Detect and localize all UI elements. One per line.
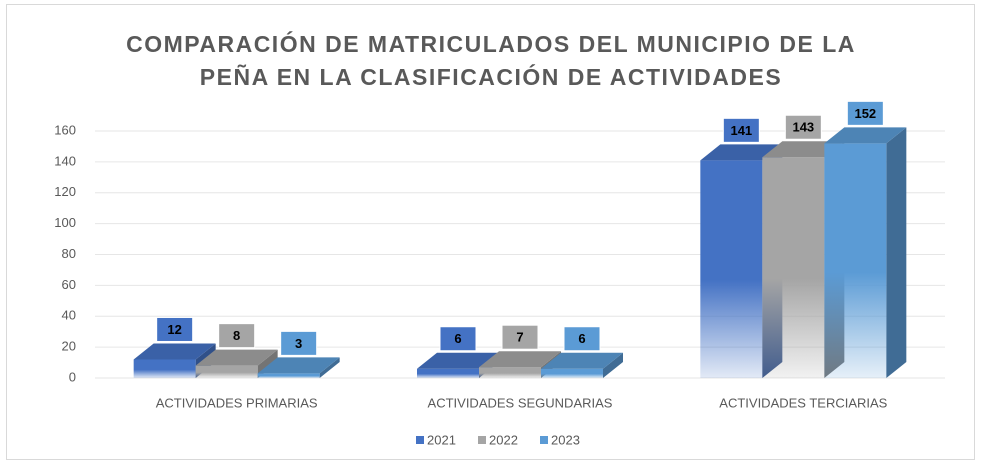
value-label-box <box>846 100 884 126</box>
value-label: 143 <box>792 120 814 135</box>
bar-front <box>762 157 825 378</box>
bar-front <box>195 365 258 378</box>
bar-top <box>417 352 499 369</box>
bar <box>257 357 340 378</box>
value-label-box <box>439 326 477 352</box>
x-tick-label: ACTIVIDADES PRIMARIAS <box>156 395 318 410</box>
y-tick-label: 20 <box>62 339 76 354</box>
bar-side <box>603 352 623 378</box>
legend-label: 2021 <box>427 432 456 447</box>
bar-top <box>195 349 278 366</box>
y-tick-label: 0 <box>69 369 76 384</box>
value-label: 141 <box>730 123 752 138</box>
bar-top <box>700 144 783 161</box>
bar-top <box>479 351 561 368</box>
value-label: 7 <box>516 330 523 345</box>
value-label-box <box>280 330 318 356</box>
bar-side <box>886 127 907 378</box>
chart-border <box>6 4 975 460</box>
value-label: 6 <box>578 331 585 346</box>
legend-swatch <box>540 436 548 444</box>
y-tick-label: 40 <box>62 308 76 323</box>
y-tick-label: 140 <box>54 153 76 168</box>
y-tick-label: 80 <box>62 246 76 261</box>
bar <box>541 352 623 378</box>
y-tick-label: 100 <box>54 215 76 230</box>
value-label-box <box>156 316 194 342</box>
x-tick-label: ACTIVIDADES SEGUNDARIAS <box>428 395 613 410</box>
value-label: 3 <box>295 336 302 351</box>
value-label: 8 <box>233 328 240 343</box>
bar-front <box>133 359 196 378</box>
bar-front <box>824 143 887 378</box>
bar-front <box>541 368 603 378</box>
y-tick-label: 120 <box>54 184 76 199</box>
value-label-box <box>501 324 539 350</box>
legend-swatch <box>478 436 486 444</box>
bar <box>195 349 278 378</box>
legend-swatch <box>416 436 424 444</box>
value-label: 12 <box>167 322 181 337</box>
bar-top <box>762 141 845 158</box>
value-label-box <box>563 326 601 352</box>
value-label-box <box>218 323 256 349</box>
bar <box>824 127 907 378</box>
chart-title: COMPARACIÓN DE MATRICULADOS DEL MUNICIPI… <box>126 31 856 90</box>
bar-top <box>824 127 907 144</box>
y-tick-label: 60 <box>62 277 76 292</box>
bar-front <box>257 373 320 378</box>
value-label: 152 <box>854 106 876 121</box>
x-tick-label: ACTIVIDADES TERCIARIAS <box>719 395 887 410</box>
bar-top <box>257 357 340 374</box>
value-label-box <box>784 114 822 140</box>
bar-front <box>479 367 541 378</box>
value-label-box <box>722 117 760 143</box>
y-tick-label: 160 <box>54 122 76 137</box>
bar-top <box>541 352 623 369</box>
legend-label: 2023 <box>551 432 580 447</box>
value-label: 6 <box>454 331 461 346</box>
bar-front <box>417 368 479 378</box>
bar-top <box>133 343 216 360</box>
bar-front <box>700 160 763 378</box>
legend-label: 2022 <box>489 432 518 447</box>
bar-side <box>319 357 340 378</box>
